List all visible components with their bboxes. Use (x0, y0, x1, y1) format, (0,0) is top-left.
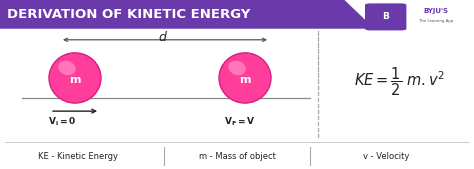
Text: KE - Kinetic Energy: KE - Kinetic Energy (38, 152, 118, 161)
Text: m: m (239, 75, 251, 85)
Text: $\mathbf{V_i}$$\mathbf{=0}$: $\mathbf{V_i}$$\mathbf{=0}$ (48, 116, 76, 128)
FancyBboxPatch shape (365, 3, 406, 30)
Ellipse shape (228, 61, 246, 75)
Text: m - Mass of object: m - Mass of object (199, 152, 275, 161)
Polygon shape (0, 0, 374, 29)
Text: The Learning App: The Learning App (419, 19, 453, 23)
Text: DERIVATION OF KINETIC ENERGY: DERIVATION OF KINETIC ENERGY (8, 8, 251, 21)
Ellipse shape (219, 53, 271, 103)
Ellipse shape (49, 53, 101, 103)
Text: BYJU'S: BYJU'S (423, 8, 448, 14)
Text: B: B (382, 12, 389, 21)
Text: $\mathbf{V_F}$$\mathbf{=V}$: $\mathbf{V_F}$$\mathbf{=V}$ (224, 116, 256, 128)
Ellipse shape (58, 61, 76, 75)
Text: $d$: $d$ (158, 30, 168, 44)
Text: $KE = \dfrac{1}{2}\ m.v^2$: $KE = \dfrac{1}{2}\ m.v^2$ (355, 66, 446, 98)
Text: m: m (69, 75, 81, 85)
Text: v - Velocity: v - Velocity (363, 152, 410, 161)
